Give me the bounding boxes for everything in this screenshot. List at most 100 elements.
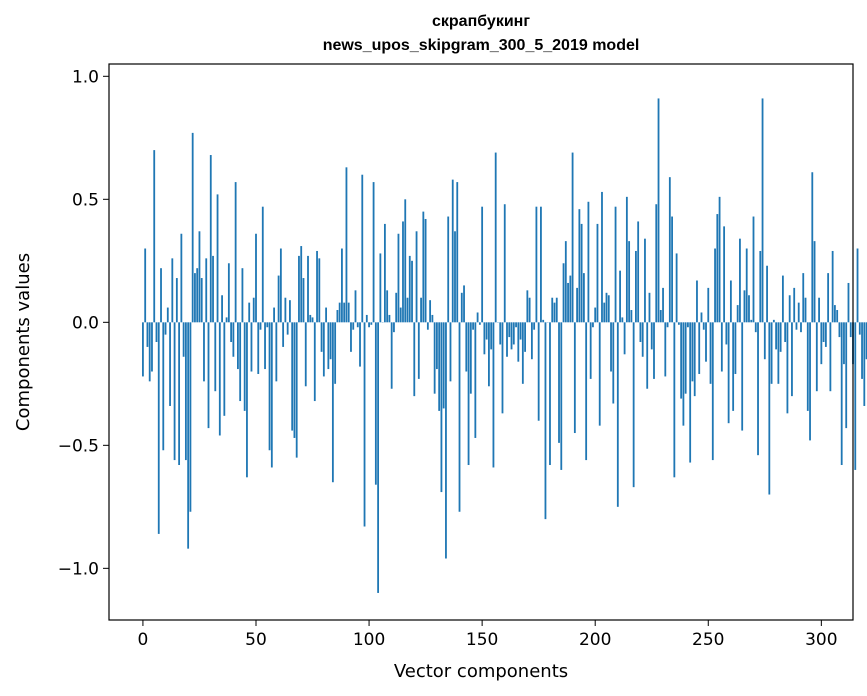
bar [639,322,642,342]
bar [277,275,280,323]
bar [795,322,798,330]
bar [521,322,524,384]
bar [313,322,316,402]
bar [567,282,569,323]
bar [666,322,669,328]
bar [727,322,730,424]
bar [659,310,662,323]
bar [298,255,300,323]
bar [732,322,735,411]
bar [739,238,741,323]
bar [650,322,653,350]
bar [614,206,617,323]
bar [370,322,373,325]
bar [843,322,845,365]
bar [214,322,217,392]
plot-frame [108,63,854,621]
bar [252,297,255,323]
bar [270,322,273,468]
y-tick-label: −1.0 [58,559,99,579]
bar [329,322,332,360]
bar [625,196,628,323]
bar [775,322,778,350]
bar [849,322,852,338]
bar [454,231,456,323]
bar [232,322,235,357]
bar [476,312,479,323]
bar [517,322,520,362]
y-tick-label: 0.0 [72,313,99,333]
bar [578,209,581,323]
bar [300,246,303,323]
bar [488,322,490,387]
bar [585,322,588,461]
bar [716,214,719,323]
bar [460,292,463,323]
bar [153,150,156,323]
bar [779,322,782,352]
bar [811,172,814,323]
bar [266,322,269,328]
bar [275,322,278,382]
bar [641,322,644,357]
bar [243,322,246,411]
bar [530,322,533,360]
bar [368,322,370,328]
bar [239,322,242,402]
bar [178,322,181,466]
bar [207,322,210,429]
bar [519,322,522,340]
bar [157,322,160,534]
bar [729,280,732,323]
bar [327,322,330,370]
bar [205,258,208,323]
bar [451,179,454,323]
bar [503,204,506,323]
bar [227,263,230,323]
bar [752,216,755,323]
x-axis-ticks: 0 50 100 150 200 250 300 [138,620,838,650]
bar [768,322,771,495]
bar [571,152,574,323]
bar [596,223,599,323]
bar [696,280,698,323]
bar [829,322,832,392]
bar [569,275,572,323]
bar [668,177,671,323]
bar [449,322,452,382]
bar [250,322,253,372]
bar [467,322,470,466]
bar [549,322,551,466]
bar [673,322,676,478]
bar [797,302,800,323]
bar [657,98,660,323]
bar [322,322,325,377]
bar [447,216,450,323]
x-tick-label: 200 [579,630,611,650]
bar [788,295,791,323]
bar [259,322,262,330]
bar [863,322,866,406]
bar [426,322,429,330]
bar [793,287,796,323]
bar [189,322,192,512]
bar [540,206,542,323]
bar [160,268,162,323]
bars-group [142,98,867,593]
bar [648,292,651,323]
bar [417,322,420,379]
bar [234,182,237,323]
bar [194,273,196,323]
bar [191,132,194,323]
bar [365,314,368,323]
bar [813,241,816,323]
bar [682,322,685,426]
bar [356,322,359,328]
bar [212,255,214,323]
bar [311,317,314,323]
bar [175,278,178,323]
bar [221,295,223,323]
bar [582,273,585,323]
y-tick-label: −0.5 [58,436,99,456]
